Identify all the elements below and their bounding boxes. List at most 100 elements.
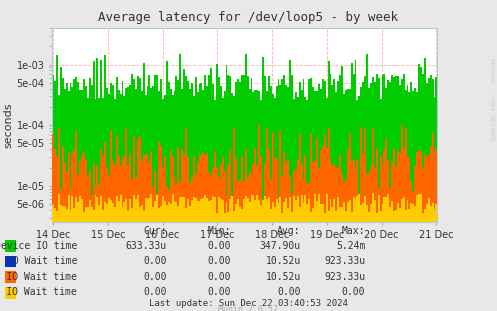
Bar xyxy=(293,100,295,222)
Bar xyxy=(262,57,264,222)
Bar xyxy=(92,164,94,222)
Bar xyxy=(428,78,429,222)
Bar xyxy=(339,75,341,222)
Bar xyxy=(74,149,76,222)
Bar xyxy=(125,129,127,222)
Bar xyxy=(397,203,399,222)
Bar xyxy=(114,165,116,222)
Bar xyxy=(368,212,370,222)
Bar xyxy=(414,88,416,222)
Bar xyxy=(279,197,281,222)
Bar xyxy=(276,86,277,222)
Bar xyxy=(330,74,331,222)
Bar xyxy=(281,79,283,222)
Bar xyxy=(405,90,407,222)
Bar xyxy=(239,207,241,222)
Bar xyxy=(395,210,397,222)
Bar xyxy=(185,208,187,222)
Bar xyxy=(230,150,231,222)
Bar xyxy=(318,84,320,222)
Bar xyxy=(131,208,133,222)
Bar xyxy=(193,96,195,222)
Bar xyxy=(169,204,171,222)
Bar xyxy=(112,202,114,222)
Bar xyxy=(127,87,129,222)
Bar xyxy=(337,168,339,222)
Bar xyxy=(378,78,380,222)
Bar xyxy=(239,180,241,222)
Bar xyxy=(433,97,435,222)
Bar xyxy=(224,171,226,222)
Bar xyxy=(382,75,384,222)
Bar xyxy=(401,125,403,222)
Bar xyxy=(380,100,382,222)
Bar xyxy=(110,130,112,222)
Bar xyxy=(349,200,351,222)
Bar xyxy=(405,129,407,222)
Bar xyxy=(283,75,285,222)
Bar xyxy=(272,202,274,222)
Bar xyxy=(424,154,426,222)
Bar xyxy=(433,153,435,222)
Bar xyxy=(104,202,106,222)
Bar xyxy=(171,156,173,222)
Bar xyxy=(413,191,414,222)
Bar xyxy=(222,200,224,222)
Bar xyxy=(370,166,372,222)
Bar xyxy=(183,197,185,222)
Bar xyxy=(335,211,337,222)
Bar xyxy=(96,197,98,222)
Bar xyxy=(147,199,149,222)
Bar xyxy=(297,97,299,222)
Bar xyxy=(198,84,200,222)
Bar xyxy=(385,138,387,222)
Bar xyxy=(151,151,153,222)
Bar xyxy=(387,160,389,222)
Bar xyxy=(376,149,378,222)
Bar xyxy=(374,169,376,222)
Bar xyxy=(254,148,256,222)
Bar xyxy=(368,174,370,222)
Bar xyxy=(272,132,274,222)
Bar xyxy=(303,79,305,222)
Bar xyxy=(281,213,283,222)
Bar xyxy=(260,205,262,222)
Bar xyxy=(250,175,252,222)
Bar xyxy=(62,146,64,222)
Bar xyxy=(358,96,360,222)
Bar xyxy=(108,95,110,222)
Bar xyxy=(70,210,72,222)
Bar xyxy=(420,151,422,222)
Bar xyxy=(79,90,81,222)
Bar xyxy=(407,85,409,222)
Bar xyxy=(403,148,405,222)
Bar xyxy=(233,96,235,222)
Bar xyxy=(299,207,301,222)
Bar xyxy=(306,204,308,222)
Bar xyxy=(76,77,77,222)
Bar xyxy=(405,210,407,222)
Bar xyxy=(162,167,164,222)
Bar xyxy=(413,204,414,222)
Bar xyxy=(191,178,193,222)
Bar xyxy=(353,74,354,222)
Bar xyxy=(187,199,189,222)
Bar xyxy=(299,134,301,222)
Bar xyxy=(181,89,183,222)
Bar xyxy=(301,195,303,222)
Bar xyxy=(245,196,247,222)
Bar xyxy=(116,197,118,222)
Bar xyxy=(391,201,393,222)
Text: Munin 2.0.57: Munin 2.0.57 xyxy=(219,305,278,311)
Bar xyxy=(360,205,362,222)
Bar xyxy=(320,204,322,222)
Bar xyxy=(418,194,420,222)
Bar xyxy=(407,200,409,222)
Bar xyxy=(123,96,125,222)
Bar xyxy=(135,178,137,222)
Bar xyxy=(358,198,360,222)
Bar xyxy=(58,95,60,222)
Bar xyxy=(214,197,216,222)
Bar xyxy=(316,138,318,222)
Text: Cur:: Cur: xyxy=(143,226,166,236)
